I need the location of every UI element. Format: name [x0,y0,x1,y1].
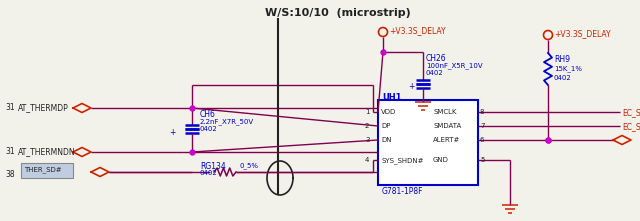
Text: 8: 8 [480,109,484,115]
Bar [378,100,478,185]
Text: +V3.3S_DELAY: +V3.3S_DELAY [554,29,611,38]
Text: 6: 6 [480,137,484,143]
Text: 0_5%: 0_5% [240,162,259,169]
Text: SMCLK: SMCLK [433,109,456,115]
Text: 1: 1 [365,109,369,115]
Text: SYS_SHDN#: SYS_SHDN# [381,157,424,164]
FancyBboxPatch shape [21,163,73,178]
Text: 3: 3 [365,137,369,143]
Text: RG134: RG134 [200,162,226,171]
Text: 100nF_X5R_10V: 100nF_X5R_10V [426,62,483,69]
Text: 0402: 0402 [554,75,572,81]
Text: W/S:10/10  (microstrip): W/S:10/10 (microstrip) [265,8,411,18]
Text: GND: GND [433,157,449,163]
Text: +: + [408,82,414,91]
Text: RH9: RH9 [554,55,570,64]
Text: 0402: 0402 [200,170,218,176]
Text: DP: DP [381,123,390,129]
Text: AT_THERMNDN: AT_THERMNDN [18,147,76,156]
Text: 0402: 0402 [426,70,444,76]
Text: G781-1P8F: G781-1P8F [382,187,424,196]
Text: CH6: CH6 [200,110,216,119]
Text: 2.2nF_X7R_50V: 2.2nF_X7R_50V [200,118,254,125]
Text: AT_THERMDP: AT_THERMDP [18,103,68,112]
Text: +V3.3S_DELAY: +V3.3S_DELAY [389,26,445,35]
Text: 15K_1%: 15K_1% [554,65,582,72]
Text: 2: 2 [365,123,369,129]
Text: THER_SD#: THER_SD# [24,166,61,173]
Text: 5: 5 [480,157,484,163]
Text: 4: 4 [365,157,369,163]
Text: EC_SMB0_D: EC_SMB0_D [622,122,640,131]
Text: 31: 31 [5,147,15,156]
Text: DN: DN [381,137,392,143]
Text: 7: 7 [480,123,484,129]
Text: SMDATA: SMDATA [433,123,461,129]
Text: 31: 31 [5,103,15,112]
Text: 38: 38 [5,170,15,179]
Text: ALERT#: ALERT# [433,137,460,143]
Text: VDD: VDD [381,109,396,115]
Text: +: + [170,128,176,137]
Text: EC_SMB0_C: EC_SMB0_C [622,108,640,117]
Text: CH26: CH26 [426,54,447,63]
Text: 0402: 0402 [200,126,218,132]
Text: UH1: UH1 [382,93,401,102]
